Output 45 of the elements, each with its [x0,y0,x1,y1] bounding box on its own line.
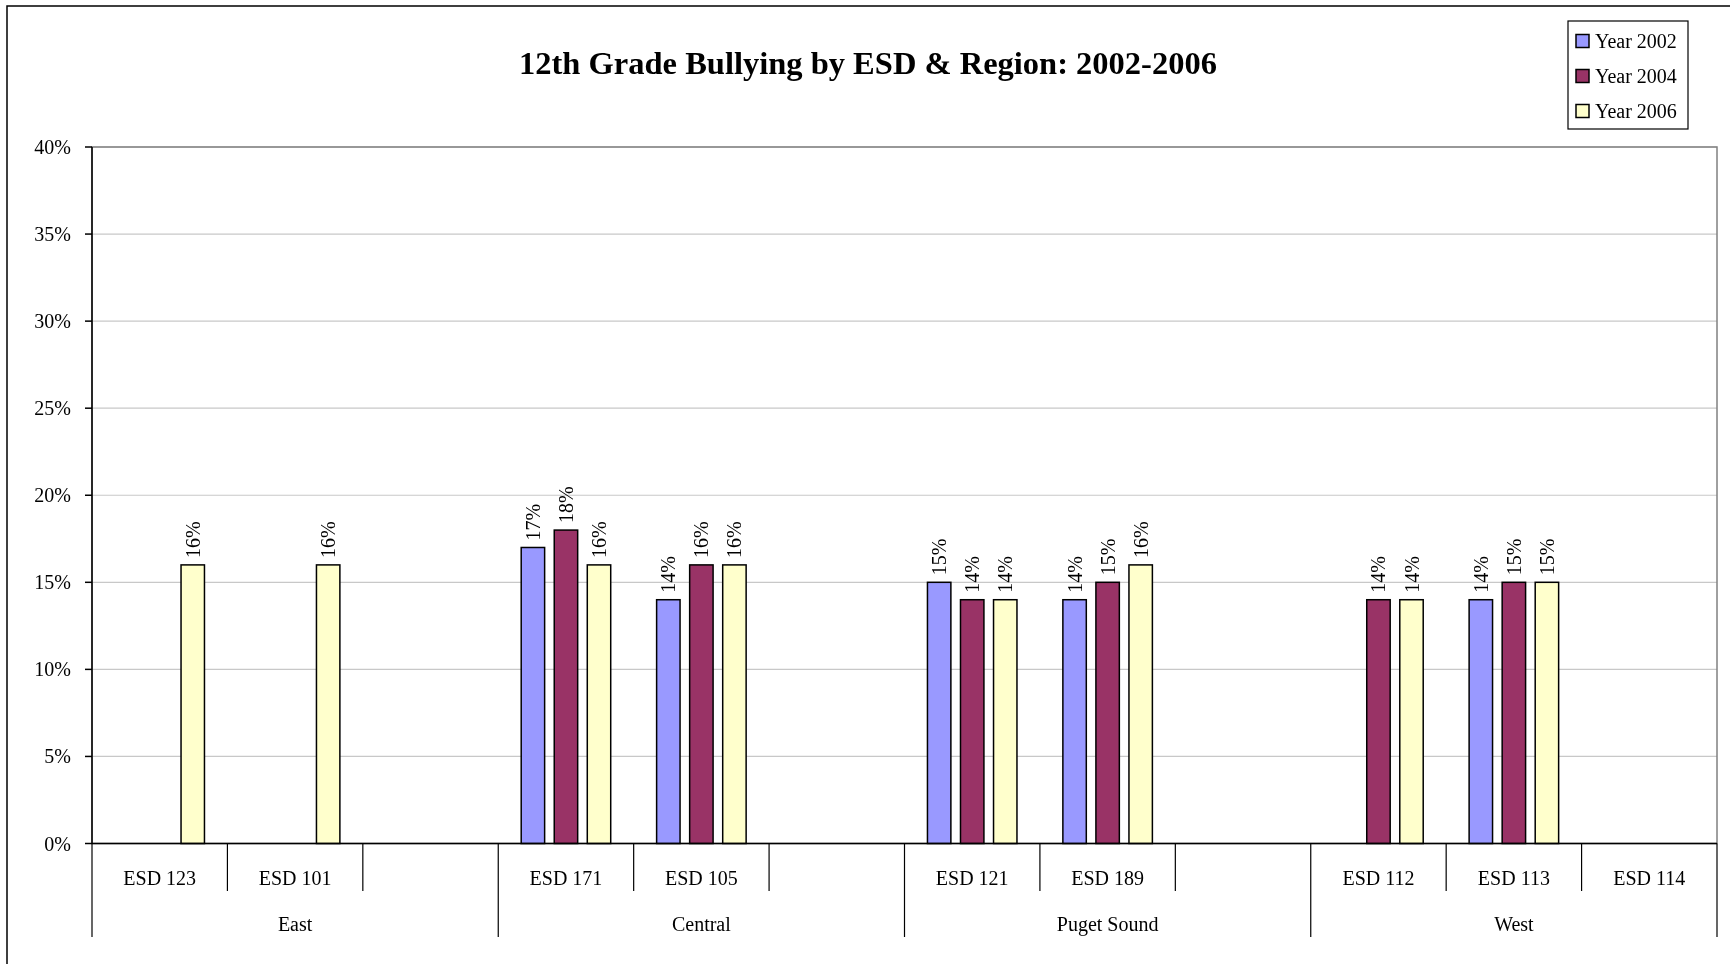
data-label: 15% [1096,538,1119,576]
text: West [1494,913,1535,935]
data-label: 15% [928,538,951,576]
x-tick-label: ESD 114 [1613,867,1686,889]
data-label: 14% [994,556,1017,593]
data-label: 18% [554,486,577,524]
x-tick-label: ESD 123 [123,867,197,889]
x-tick-label: ESD 101 [258,867,332,889]
data-label: 16% [1129,521,1152,558]
x-tick-label: ESD 112 [1342,867,1415,889]
legend-label: Year 2004 [1595,65,1677,87]
data-label: 15% [1535,538,1558,576]
data-label: 16% [181,521,204,558]
data-label: 14% [1469,556,1492,593]
data-label: 14% [1367,556,1390,593]
data-label: 15% [1502,538,1525,576]
legend-label: Year 2002 [1595,30,1677,52]
y-tick-label: 25% [34,397,71,420]
data-label: 16% [723,521,746,558]
data-label: 17% [521,503,544,541]
data-label: 16% [690,521,713,558]
data-label: 14% [1400,556,1423,593]
y-tick-label: 10% [34,658,71,681]
data-label: 16% [317,521,340,558]
chart-title: 12th Grade Bullying by ESD & Region: 2002-2006 [519,45,1217,81]
data-label: 14% [1063,556,1086,593]
x-tick-label: ESD 189 [1071,867,1145,889]
y-tick-label: 35% [34,223,71,246]
data-label: 14% [961,556,984,593]
text: Puget Sound [1056,913,1159,936]
y-tick-label: 30% [34,310,71,333]
y-tick-label: 5% [44,745,71,768]
y-tick-label: 20% [34,484,71,507]
x-tick-label: ESD 113 [1477,867,1550,889]
data-label: 16% [588,521,610,558]
y-tick-label: 15% [34,571,71,594]
text: Central [671,913,732,935]
x-tick-label: ESD 121 [935,867,1009,889]
x-tick-label: ESD 171 [529,867,603,889]
data-label: 14% [657,556,680,593]
x-tick-label: ESD 105 [664,867,738,889]
y-tick-label: 40% [34,136,71,158]
y-tick-label: 0% [44,832,71,855]
text: East [277,913,313,935]
legend-label: Year 2006 [1595,100,1677,122]
